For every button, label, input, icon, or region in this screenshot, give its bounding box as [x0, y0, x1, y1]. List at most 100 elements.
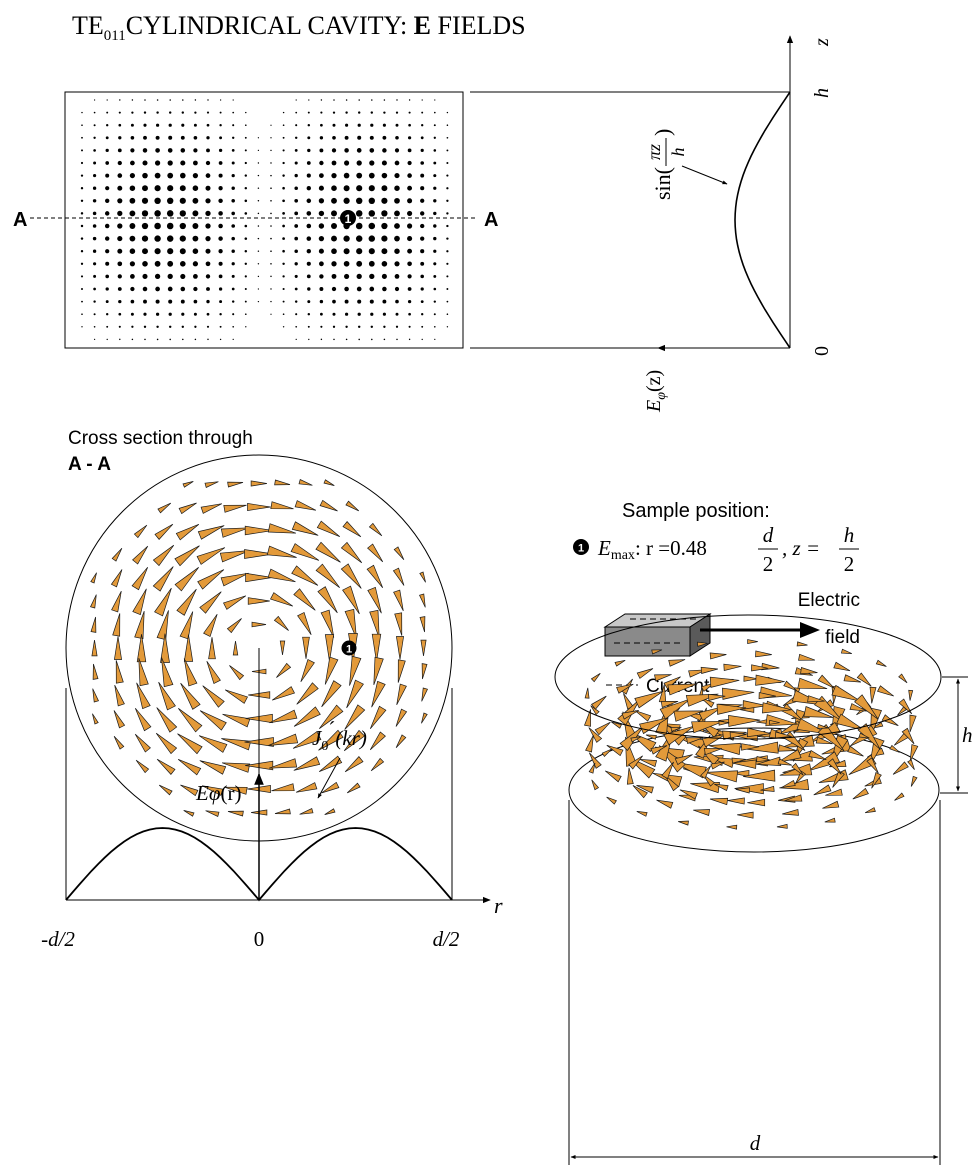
field-arrow [841, 649, 851, 653]
field-dot [433, 212, 436, 215]
field-dot [331, 248, 337, 254]
field-dot [332, 161, 337, 166]
field-dot [282, 199, 285, 202]
field-dot [233, 99, 234, 100]
field-dot [446, 175, 448, 177]
field-dot [270, 187, 272, 189]
field-arrow [398, 660, 405, 683]
field-dot [245, 237, 248, 240]
field-dot [81, 326, 82, 327]
field-arrow [801, 668, 818, 674]
field-dot [345, 313, 348, 316]
field-arrow [316, 564, 340, 588]
field-dot [193, 161, 198, 166]
field-dot [295, 137, 297, 139]
field-dot [131, 326, 133, 328]
field-dot [420, 186, 424, 190]
field-dot [194, 326, 196, 328]
formula-part: d [763, 523, 774, 547]
field-dot [433, 237, 436, 240]
field-arrow [153, 567, 173, 592]
field-dot [446, 212, 448, 214]
field-dot [370, 124, 373, 127]
formula-part: 2 [844, 552, 855, 576]
field-dot [394, 185, 399, 190]
field-arrow [178, 759, 201, 775]
field-arrow [899, 674, 907, 683]
field-dot [420, 224, 424, 228]
field-dot [270, 150, 271, 151]
field-dot [307, 199, 312, 204]
axis-label: Eφ(r) [195, 781, 241, 805]
field-dot [218, 224, 223, 229]
field-dot [357, 287, 362, 292]
field-dot [344, 261, 350, 267]
field-arrow [248, 503, 271, 510]
field-dot [446, 237, 448, 239]
field-dot [394, 173, 399, 178]
field-dot [131, 124, 134, 127]
field-arrow [157, 708, 177, 733]
sample-marker-label: 1 [578, 543, 584, 555]
field-dot [344, 274, 349, 279]
field-dot [258, 250, 259, 251]
field-arrow [221, 573, 248, 586]
field-dot [155, 287, 160, 292]
field-dot [381, 210, 387, 216]
field-dot [295, 149, 298, 152]
field-dot [331, 185, 337, 191]
field-dot [106, 326, 108, 328]
field-dot [93, 187, 96, 190]
field-dot [231, 212, 235, 216]
field-arrow [296, 783, 317, 793]
field-dot [167, 198, 173, 204]
field-dot [434, 124, 436, 126]
field-dot [192, 236, 198, 242]
field-arrow [155, 524, 173, 539]
field-dot [182, 99, 184, 101]
field-dot [319, 249, 324, 254]
field-arrow [113, 613, 120, 636]
field-arrow [207, 661, 221, 683]
field-dot [219, 275, 223, 279]
field-dot [168, 274, 173, 279]
field-dot [434, 137, 436, 139]
field-dot [308, 99, 309, 100]
field-dot [408, 161, 412, 165]
field-dot [396, 99, 397, 100]
field-arrow [205, 482, 218, 488]
field-dot [447, 326, 448, 327]
field-arrow [710, 677, 739, 687]
field-arrow [114, 736, 124, 749]
field-dot [156, 300, 160, 304]
field-arrow [276, 663, 290, 677]
legend-field: Electric [798, 590, 860, 611]
field-dot [193, 261, 198, 266]
field-arrow [93, 664, 98, 679]
curve-label-fn: sin( [650, 167, 675, 200]
field-dot [344, 160, 349, 165]
field-dot [407, 236, 412, 241]
curve-label-num: πz [644, 144, 664, 160]
field-dot [81, 200, 83, 202]
section-marker: A [13, 209, 27, 231]
field-arrow [200, 711, 226, 731]
field-dot [409, 112, 411, 114]
field-dot [371, 99, 373, 101]
field-dot [420, 275, 424, 279]
axis-label: r [494, 893, 503, 918]
curve-label-close: ) [650, 129, 675, 136]
field-dot [194, 313, 197, 316]
field-dot [245, 137, 247, 139]
field-dot [307, 161, 311, 165]
field-dot [207, 124, 210, 127]
field-dot [94, 112, 96, 114]
field-dot [395, 148, 399, 152]
field-dot [94, 326, 96, 328]
field-arrow [115, 685, 125, 706]
field-dot [218, 249, 222, 253]
field-dot [344, 173, 350, 179]
field-dot [193, 173, 198, 178]
field-dot [232, 288, 235, 291]
field-dot [307, 149, 310, 152]
